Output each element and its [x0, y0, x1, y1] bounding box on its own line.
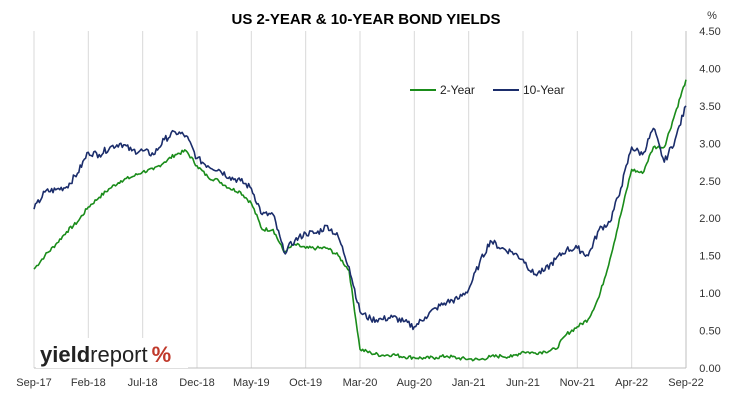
x-tick-label: Apr-22 [615, 377, 648, 389]
x-tick-label: Mar-20 [343, 377, 378, 389]
chart-title: US 2-YEAR & 10-YEAR BOND YIELDS [232, 11, 501, 28]
x-tick-label: Sep-17 [16, 377, 51, 389]
series-line-10-year [33, 105, 687, 331]
logo-text-yield: yield [40, 342, 90, 367]
x-tick-label: Dec-18 [179, 377, 214, 389]
yieldreport-logo: yieldreport% [36, 338, 188, 368]
x-tick-label: Nov-21 [560, 377, 595, 389]
legend-label-10-year: 10-Year [523, 83, 565, 97]
logo-percent-symbol: % [152, 342, 172, 367]
logo-text-report: report [90, 342, 147, 367]
x-tick-label: Sep-22 [668, 377, 703, 389]
y-tick-label: 4.50 [699, 26, 720, 38]
x-axis-ticks: Sep-17 Feb-18 Jul-18 Dec-18 May-19 Oct-19 Mar-… [16, 377, 703, 389]
y-axis-ticks: 0.00 0.50 1.00 1.50 2.00 2.50 3.00 3.50 4.00 4.50 [699, 26, 720, 375]
y-tick-label: 1.50 [699, 251, 720, 263]
legend-label-2-year: 2-Year [440, 83, 475, 97]
y-tick-label: 3.00 [699, 138, 720, 150]
y-axis-unit: % [707, 10, 717, 22]
y-tick-label: 3.50 [699, 101, 720, 113]
x-tick-label: Jun-21 [506, 377, 540, 389]
y-tick-label: 1.00 [699, 288, 720, 300]
logo-background [36, 338, 188, 368]
legend: 2-Year 10-Year [410, 83, 565, 97]
y-tick-label: 2.00 [699, 213, 720, 225]
series-line-2-year [33, 79, 687, 362]
grid-lines [33, 31, 687, 369]
y-tick-label: 2.50 [699, 176, 720, 188]
y-tick-label: 0.50 [699, 326, 720, 338]
x-tick-label: Jan-21 [452, 377, 486, 389]
logo-wordmark: yieldreport% [40, 342, 171, 367]
x-tick-label: May-19 [233, 377, 270, 389]
series-lines [33, 79, 687, 362]
x-tick-label: Aug-20 [397, 377, 432, 389]
x-tick-label: Oct-19 [289, 377, 322, 389]
y-tick-label: 0.00 [699, 363, 720, 375]
x-tick-label: Feb-18 [71, 377, 106, 389]
x-tick-label: Jul-18 [128, 377, 158, 389]
y-tick-label: 4.00 [699, 63, 720, 75]
